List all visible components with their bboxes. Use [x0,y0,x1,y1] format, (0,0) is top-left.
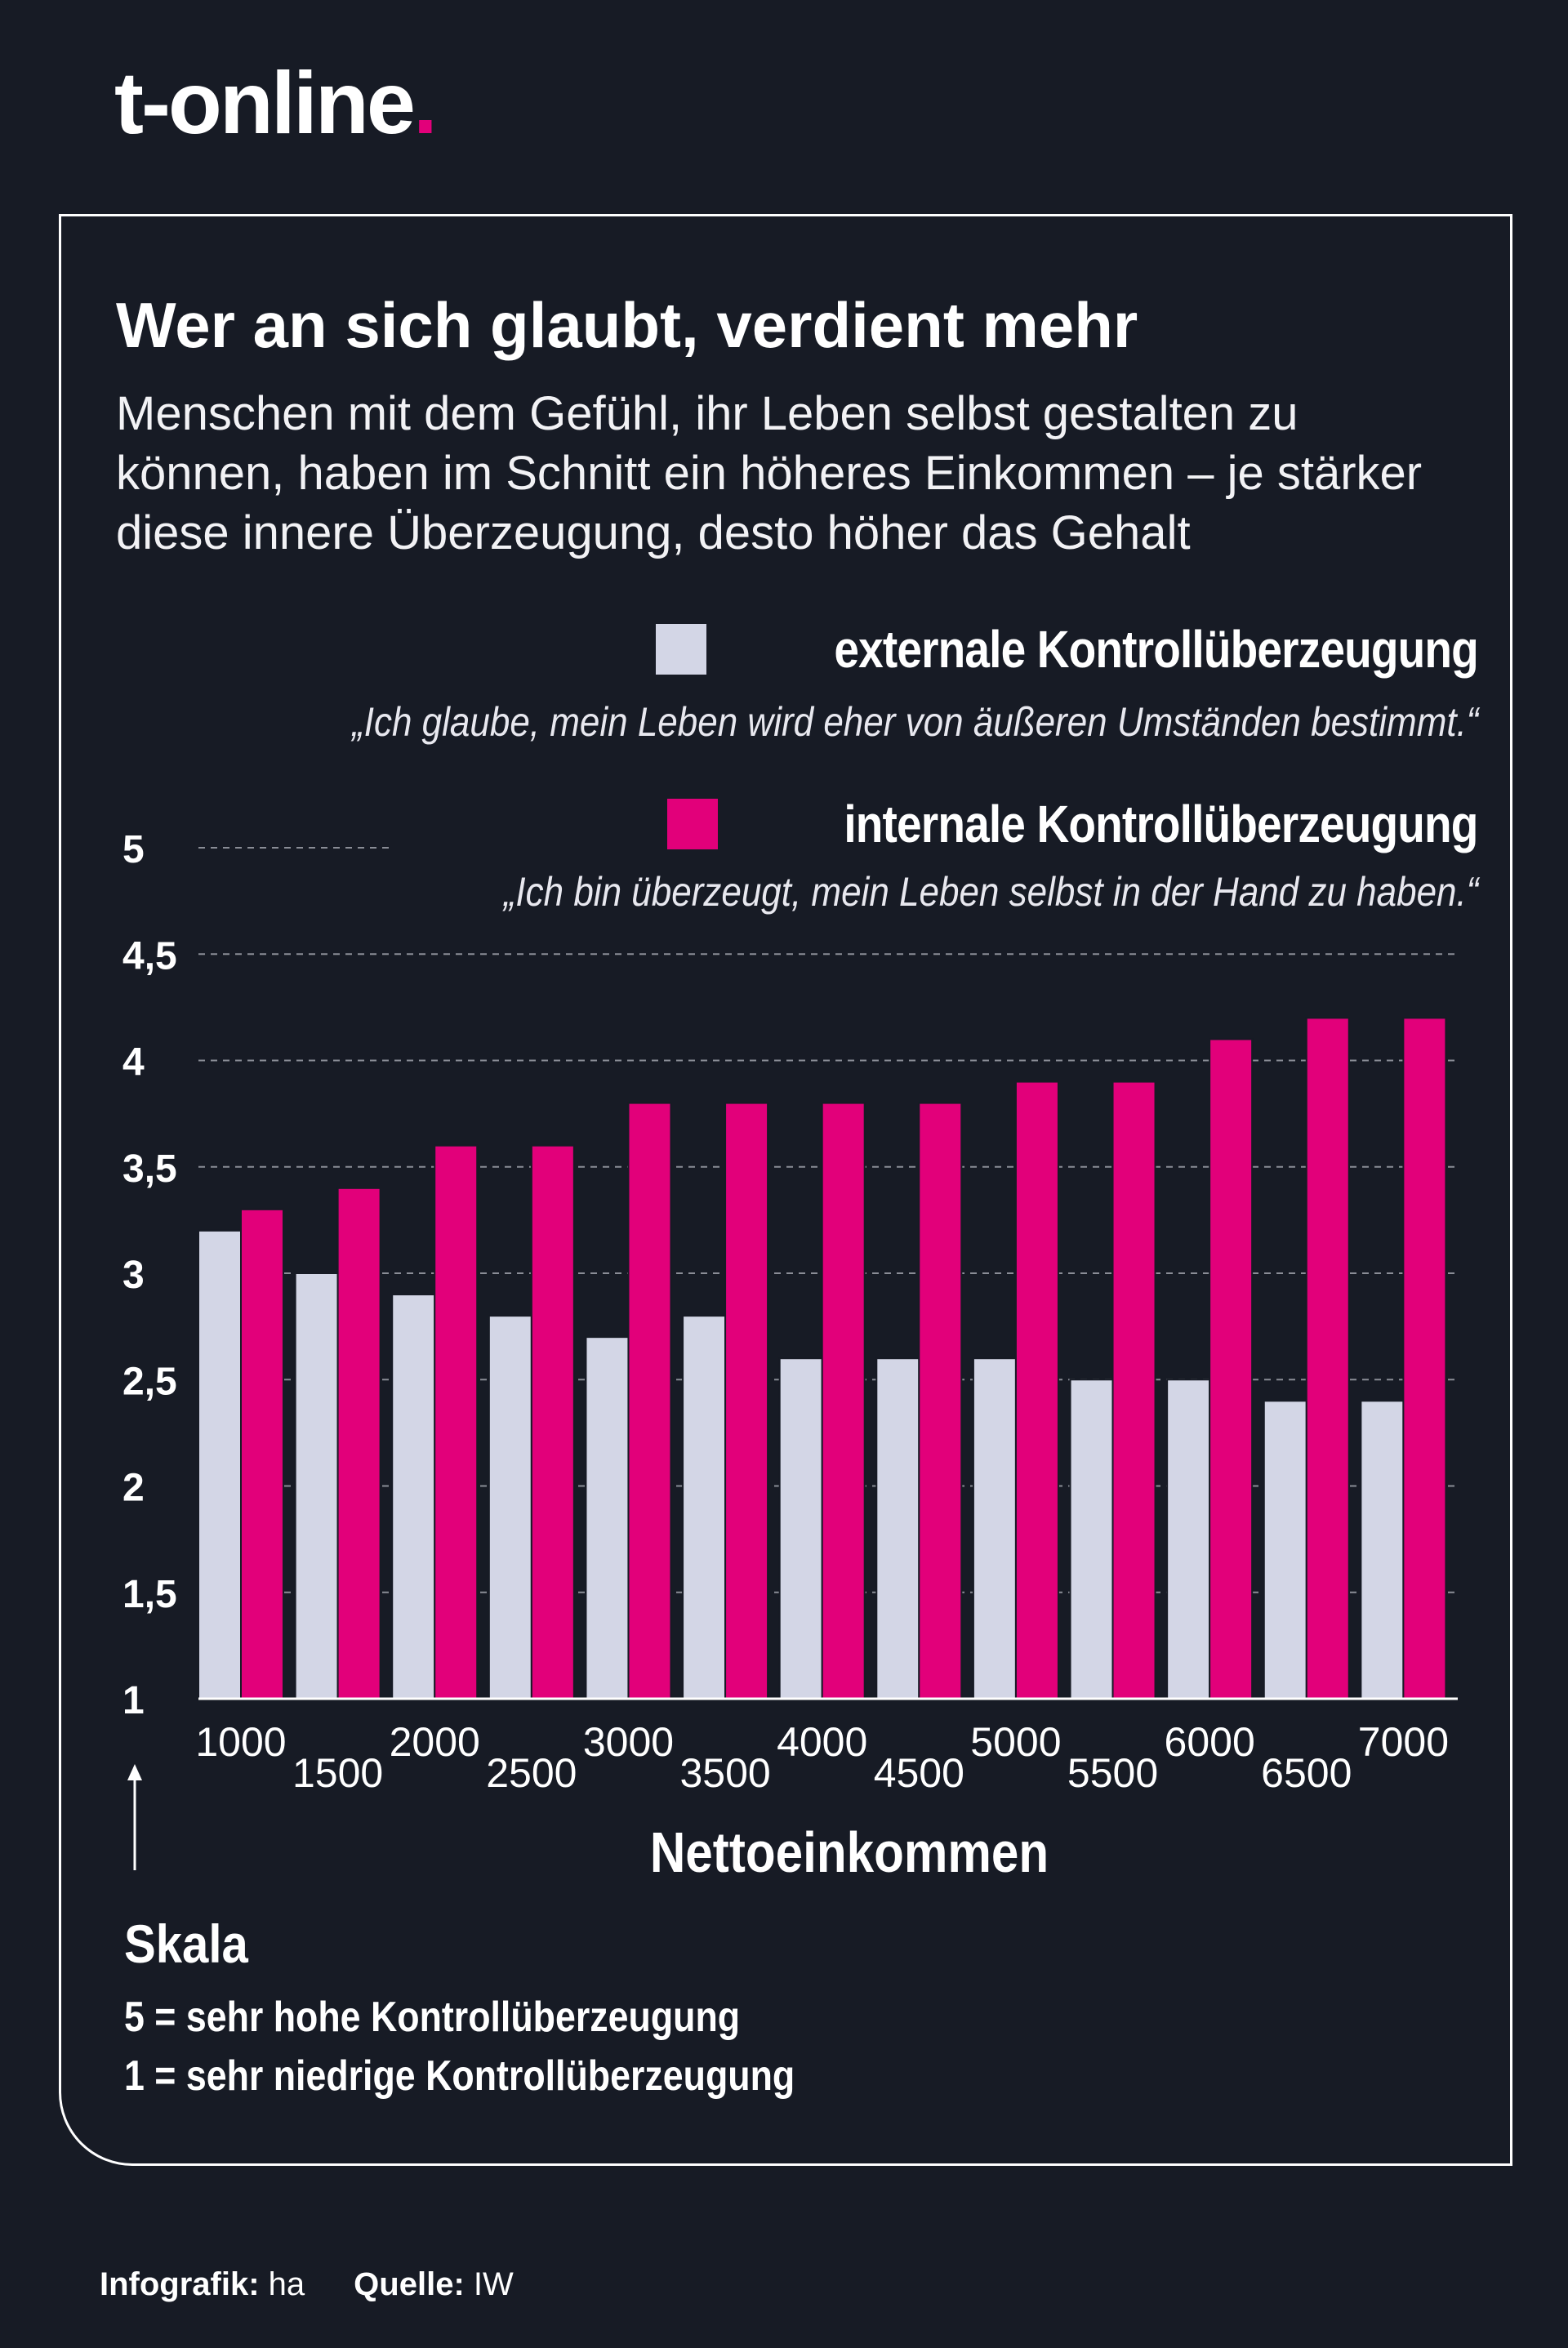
bar [875,1357,920,1700]
bar [1209,1038,1254,1700]
x-tick-label: 2000 [390,1719,480,1765]
legend-label-external: externale Kontrollüberzeugung [834,620,1478,679]
legend-item-internal: internale Kontrollüberzeugung [667,794,1479,854]
x-tick-label: 1000 [195,1719,286,1765]
brand-logo: t-online. [114,59,438,147]
brand-name: t-online [114,53,416,152]
y-tick-label: 4 [122,1041,145,1085]
infographic-card [59,214,1512,2166]
bar [1263,1400,1307,1700]
bar [585,1336,630,1700]
x-tick-label: 2500 [486,1750,577,1796]
y-tick-label: 3,5 [122,1147,177,1191]
scale-line-high: 5 = sehr hohe Kontrollüberzeugung [124,1994,741,2041]
credit-infografik: Infografik: ha [100,2266,305,2302]
x-tick-label: 3000 [583,1719,674,1765]
bar [294,1272,339,1700]
legend-quote-internal: „Ich bin überzeugt, mein Leben selbst in… [503,869,1478,915]
bar [434,1144,479,1700]
scale-line-low: 1 = sehr niedrige Kontrollüberzeugung [124,2052,795,2100]
bar [198,1229,242,1700]
x-tick-label: 3500 [679,1750,770,1796]
bar [1111,1080,1156,1700]
scale-arrow-head [127,1764,142,1780]
bar [682,1315,727,1700]
x-tick-label: 4500 [874,1750,964,1796]
y-tick-label: 1 [122,1679,145,1722]
x-tick-label: 6000 [1165,1719,1255,1765]
bar [336,1187,381,1700]
legend-quote-external: „Ich glaube, mein Leben wird eher von äu… [351,699,1478,745]
x-tick-label: 4000 [777,1719,867,1765]
x-tick-label: 5000 [970,1719,1061,1765]
bar [627,1102,672,1700]
bar [1360,1400,1405,1700]
bar [1402,1017,1447,1700]
bar [1014,1080,1059,1700]
bar [1166,1379,1211,1700]
y-tick-label: 5 [122,828,145,871]
legend-item-external: externale Kontrollüberzeugung [656,619,1479,679]
bar [391,1294,436,1700]
legend-swatch-external [656,624,707,675]
chart-subtitle: Menschen mit dem Gefühl, ihr Leben selbs… [116,387,1423,559]
brand-dot: . [412,53,438,152]
bar [972,1357,1017,1700]
bar [530,1144,575,1700]
bar-chart: 1 1,5 2 2,5 3 3,5 4 4,5 5 10001500200025003000350… [122,828,1458,1870]
x-tick-label: 7000 [1358,1719,1449,1765]
bar [724,1102,769,1700]
bar [488,1315,532,1700]
bar [1305,1017,1350,1700]
bar [240,1208,284,1700]
y-tick-label: 1,5 [122,1573,177,1616]
credit-quelle: Quelle: IW [354,2266,514,2302]
y-tick-label: 3 [122,1254,145,1297]
y-tick-label: 2 [122,1467,145,1510]
scale-title: Skala [124,1914,248,1974]
x-tick-label: 6500 [1261,1750,1352,1796]
x-axis-title: Nettoeinkommen [649,1820,1049,1884]
legend-label-internal: internale Kontrollüberzeugung [844,795,1479,853]
y-tick-label: 4,5 [122,934,177,978]
chart-title: Wer an sich glaubt, verdient mehr [116,289,1138,361]
x-tick-label: 5500 [1067,1750,1158,1796]
bar [821,1102,866,1700]
legend-swatch-internal [667,799,719,849]
x-tick-label: 1500 [292,1750,383,1796]
bar [918,1102,963,1700]
credits: Infografik: ha Quelle: IW [100,2266,514,2303]
y-tick-label: 2,5 [122,1360,177,1403]
bar [1069,1379,1114,1700]
bar [778,1357,823,1700]
